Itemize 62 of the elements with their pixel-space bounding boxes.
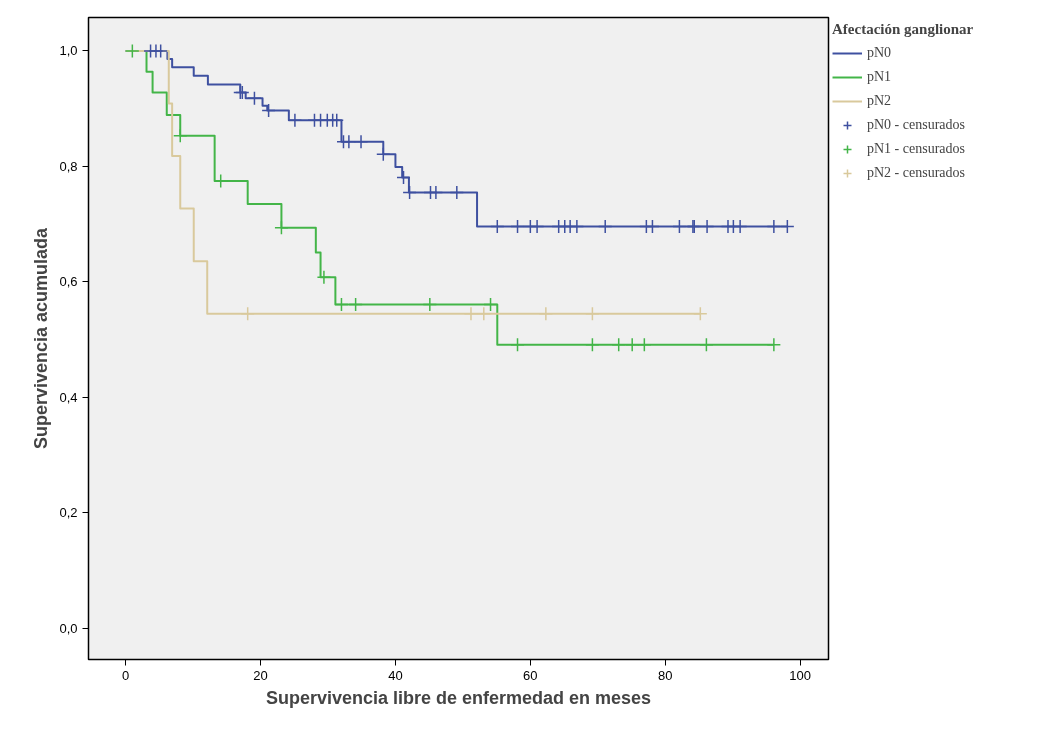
point: [490, 219, 505, 234]
point: [449, 185, 465, 200]
point: [569, 219, 585, 234]
point: [510, 219, 525, 234]
x-axis-title: Supervivencia libre de enfermedad en meses: [265, 687, 652, 708]
point: [153, 43, 168, 59]
point: [611, 337, 626, 353]
point: [402, 185, 417, 200]
point: [261, 103, 276, 118]
x-tick-label: 20: [253, 667, 268, 683]
point: [463, 306, 479, 321]
point: [334, 297, 349, 312]
y-tick-label: 1,0: [59, 43, 78, 59]
point: [645, 219, 660, 234]
legend-label: pN2: [867, 93, 892, 109]
x-tick-label: 100: [789, 667, 812, 683]
y-tick-label: 0,8: [59, 158, 78, 174]
point: [693, 306, 708, 321]
point: [476, 306, 492, 321]
y-axis-title: Supervivencia acumulada: [31, 226, 52, 450]
point: [624, 337, 640, 353]
point: [247, 91, 262, 106]
x-tick-label: 0: [121, 667, 130, 683]
point: [396, 170, 411, 185]
y-tick-label: 0,6: [59, 274, 78, 290]
legend-label: pN0: [867, 45, 892, 61]
y-tick-label: 0,0: [59, 620, 78, 636]
point: [172, 128, 188, 144]
point: [316, 270, 332, 285]
legend-label: pN0 - censurados: [867, 117, 965, 133]
legend-title: Afectación ganglionar: [832, 21, 974, 38]
y-tick-label: 0,4: [59, 389, 78, 405]
point: [732, 219, 748, 234]
point: [597, 219, 613, 234]
legend-label: pN1: [867, 69, 892, 85]
point: [348, 297, 363, 312]
point: [766, 337, 782, 353]
point: [353, 134, 369, 149]
point: [428, 185, 444, 200]
legend-label: pN1 - censurados: [867, 141, 965, 157]
x-tick-label: 80: [658, 667, 673, 683]
point: [274, 220, 289, 235]
x-tick-label: 40: [388, 667, 403, 683]
point: [672, 219, 687, 234]
y-tick-label: 0,2: [59, 505, 78, 521]
point: [585, 337, 600, 353]
point: [483, 297, 498, 312]
point: [422, 297, 438, 312]
point: [699, 337, 714, 353]
point: [585, 306, 600, 321]
point: [538, 306, 554, 321]
point: [637, 337, 652, 353]
point: [699, 219, 715, 234]
point: [529, 219, 545, 234]
legend-label: pN2 - censurados: [867, 165, 965, 181]
point: [510, 337, 525, 353]
point: [780, 219, 795, 234]
point: [240, 306, 255, 321]
x-tick-label: 60: [523, 667, 538, 683]
point: [125, 43, 140, 59]
point: [376, 147, 391, 162]
point: [766, 219, 782, 234]
